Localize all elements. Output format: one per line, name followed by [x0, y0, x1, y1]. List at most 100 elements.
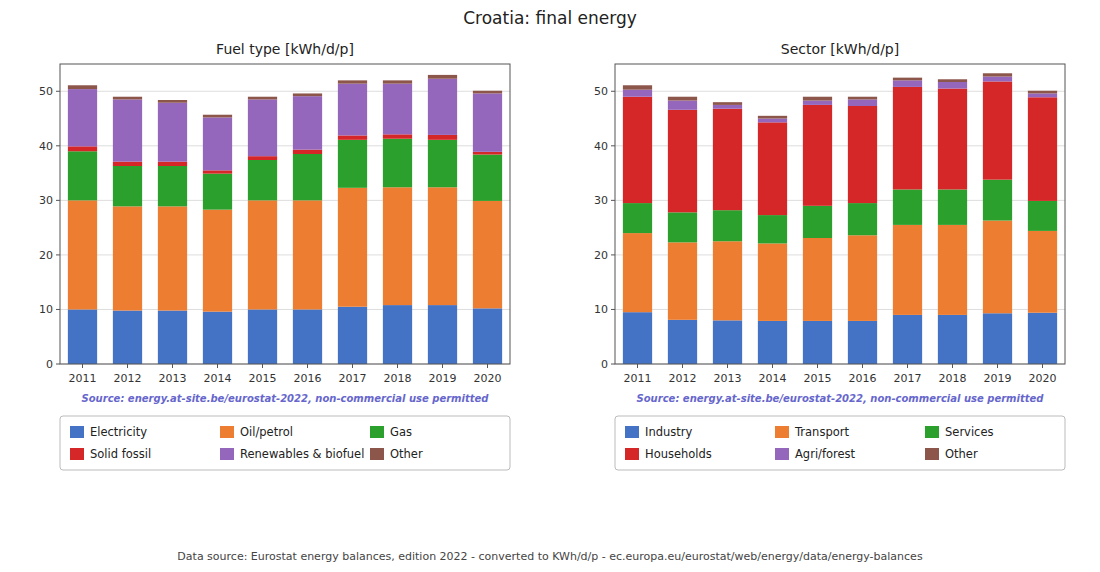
x-tick	[397, 364, 398, 368]
bar-segment	[158, 166, 187, 206]
bar-segment	[473, 201, 502, 308]
bar-segment	[938, 315, 967, 364]
bar-segment	[383, 84, 412, 135]
y-tick-label: 40	[39, 140, 53, 153]
bar-segment	[338, 135, 367, 139]
x-tick-label: 2013	[714, 372, 742, 385]
legend-entry: Services	[945, 425, 994, 439]
x-tick-label: 2015	[249, 372, 277, 385]
legend-swatch	[70, 426, 84, 438]
bar-segment	[203, 210, 232, 312]
x-tick	[442, 364, 443, 368]
x-tick	[772, 364, 773, 368]
bar-segment	[983, 81, 1012, 179]
bar-segment	[293, 309, 322, 364]
x-tick	[1042, 364, 1043, 368]
y-tick-label: 50	[594, 85, 608, 98]
bar-segment	[938, 89, 967, 190]
legend-entry: Agri/forest	[795, 447, 856, 461]
bar-segment	[983, 77, 1012, 82]
bar-segment	[203, 115, 232, 118]
x-tick-label: 2013	[159, 372, 187, 385]
bar-segment	[848, 106, 877, 203]
chart: Fuel type [kWh/d/p]010203040502011201220…	[39, 41, 510, 470]
bar-segment	[428, 305, 457, 364]
bar-segment	[623, 97, 652, 203]
bar-segment	[758, 215, 787, 243]
bar-segment	[158, 162, 187, 166]
bar-segment	[983, 221, 1012, 314]
bar-segment	[713, 109, 742, 210]
y-tick	[56, 309, 60, 310]
bar-segment	[68, 146, 97, 151]
y-tick	[56, 364, 60, 365]
bar-segment	[473, 93, 502, 151]
bar-segment	[893, 189, 922, 224]
bar-segment	[203, 312, 232, 364]
legend: ElectricityOil/petrolGasSolid fossilRene…	[60, 416, 510, 470]
legend-swatch	[625, 426, 639, 438]
x-tick-label: 2012	[114, 372, 142, 385]
legend-entry: Industry	[645, 425, 692, 439]
bar-segment	[248, 309, 277, 364]
bar-segment	[113, 99, 142, 161]
x-tick-label: 2017	[339, 372, 367, 385]
bar-segment	[68, 309, 97, 364]
bar-segment	[248, 97, 277, 100]
plot-frame	[60, 64, 510, 364]
y-tick	[611, 91, 615, 92]
x-tick	[127, 364, 128, 368]
bar-segment	[758, 116, 787, 119]
legend-entry: Electricity	[90, 425, 147, 439]
bar-segment	[668, 320, 697, 364]
legend-swatch	[625, 448, 639, 460]
bar-segment	[803, 321, 832, 364]
source-note: Source: energy.at-site.be/eurostat-2022,…	[82, 393, 490, 404]
bar-segment	[248, 99, 277, 156]
y-tick	[611, 309, 615, 310]
bar-segment	[113, 162, 142, 166]
bar-segment	[848, 321, 877, 364]
bar-segment	[848, 99, 877, 106]
chart-title: Sector [kWh/d/p]	[781, 41, 899, 57]
bar-segment	[668, 110, 697, 213]
y-tick-label: 20	[594, 249, 608, 262]
x-tick-label: 2019	[429, 372, 457, 385]
bar-segment	[338, 80, 367, 83]
legend-swatch	[220, 426, 234, 438]
bar-segment	[1028, 97, 1057, 201]
x-tick	[817, 364, 818, 368]
y-tick	[56, 200, 60, 201]
x-tick	[262, 364, 263, 368]
bar-segment	[248, 156, 277, 160]
bar-segment	[113, 311, 142, 364]
bar-segment	[938, 189, 967, 224]
bar-segment	[848, 203, 877, 235]
bar-segment	[1028, 231, 1057, 313]
bar-segment	[893, 225, 922, 315]
x-tick	[637, 364, 638, 368]
bar-segment	[338, 140, 367, 188]
figure-title: Croatia: final energy	[463, 8, 637, 28]
bar-segment	[383, 134, 412, 138]
bar-segment	[803, 206, 832, 238]
chart-canvas: Croatia: final energyData source: Eurost…	[0, 0, 1100, 572]
x-tick	[862, 364, 863, 368]
x-tick	[727, 364, 728, 368]
x-tick-label: 2016	[849, 372, 877, 385]
bar-segment	[68, 85, 97, 89]
bar-segment	[1028, 93, 1057, 97]
x-tick-label: 2011	[624, 372, 652, 385]
bar-segment	[293, 154, 322, 200]
bar-segment	[473, 152, 502, 155]
bar-segment	[623, 90, 652, 97]
x-tick	[172, 364, 173, 368]
legend-entry: Renewables & biofuel	[240, 447, 364, 461]
bar-segment	[158, 100, 187, 103]
bar-segment	[203, 174, 232, 210]
bar-segment	[713, 320, 742, 364]
bar-segment	[668, 101, 697, 110]
bar-segment	[1028, 201, 1057, 231]
y-tick-label: 20	[39, 249, 53, 262]
legend-swatch	[925, 426, 939, 438]
